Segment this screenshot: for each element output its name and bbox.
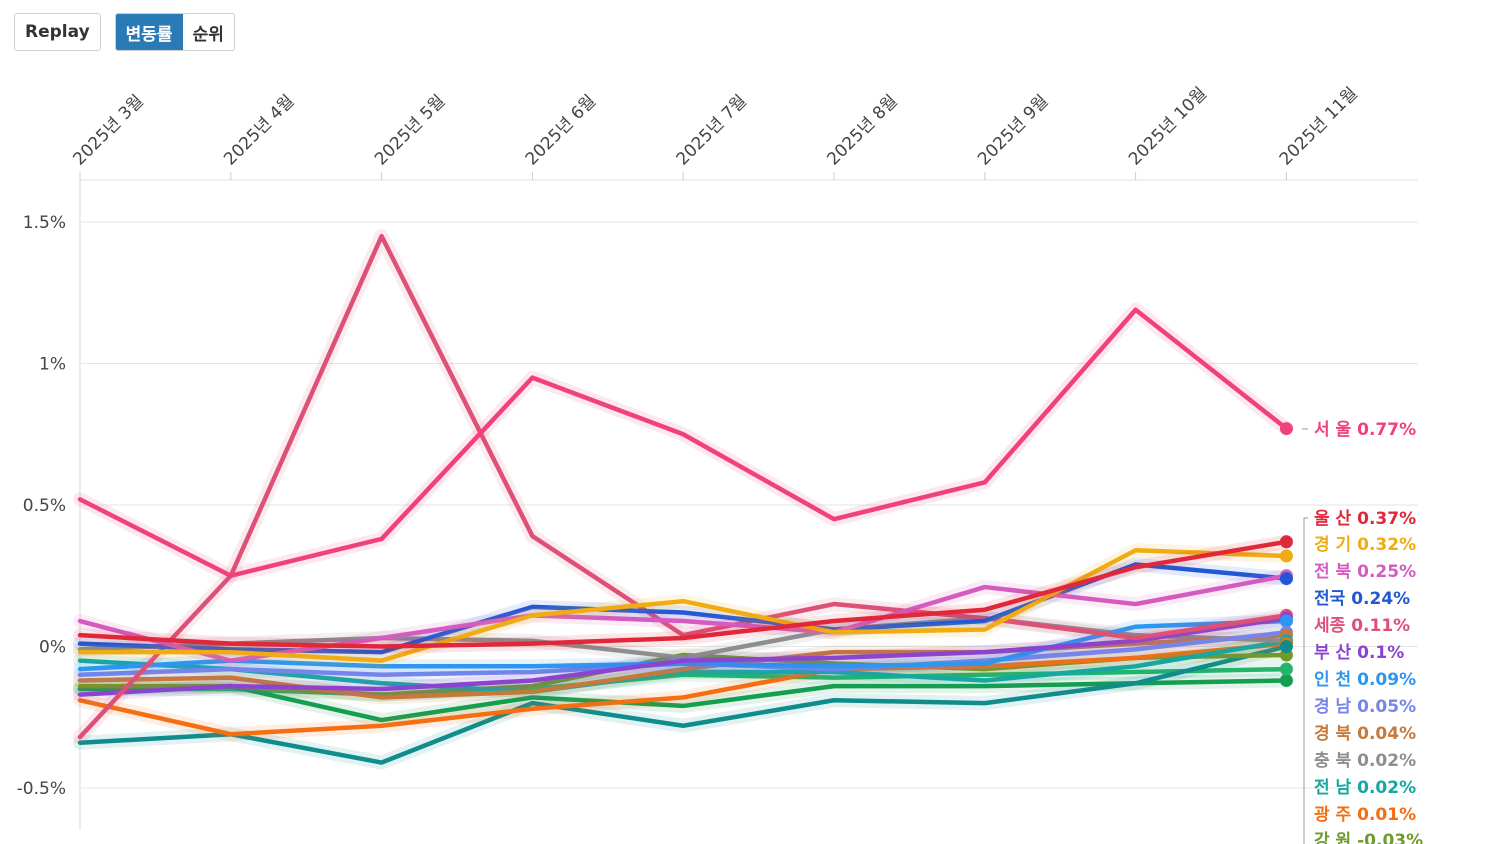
x-tick-label: 2025년 11월	[1276, 84, 1362, 170]
mode-rank-tab[interactable]: 순위	[182, 14, 234, 50]
series-line[interactable]	[77, 539, 1289, 649]
x-tick-label: 2025년 7월	[673, 91, 751, 169]
end-label: 서 울 0.77%	[1314, 420, 1416, 440]
series-endpoint[interactable]	[1279, 572, 1293, 586]
end-label: 경 남 0.05%	[1314, 697, 1416, 717]
series-endpoint[interactable]	[1279, 614, 1293, 628]
y-tick-label: 0.5%	[23, 496, 66, 516]
series-endpoint[interactable]	[1279, 673, 1293, 687]
end-label: 경 기 0.32%	[1314, 535, 1416, 555]
series-line[interactable]	[77, 233, 1289, 740]
series-endpoint[interactable]	[1279, 662, 1293, 676]
series-line[interactable]	[77, 307, 1289, 578]
end-label: 강 원 -0.03%	[1314, 831, 1423, 844]
end-label: 부 산 0.1%	[1314, 643, 1404, 663]
series-glow	[73, 302, 1294, 583]
series-endpoint[interactable]	[1279, 422, 1293, 436]
series-line[interactable]	[77, 638, 1289, 695]
x-tick-label: 2025년 8월	[823, 91, 901, 169]
series-line[interactable]	[77, 618, 1289, 672]
replay-button[interactable]: Replay	[14, 13, 101, 51]
end-label: 전국 0.24%	[1314, 589, 1410, 609]
label-bracket	[1303, 517, 1308, 844]
series-line[interactable]	[77, 678, 1289, 723]
y-tick-label: 0%	[39, 638, 66, 658]
mode-toggle: 변동률 순위	[114, 13, 235, 51]
end-label: 충 북 0.02%	[1314, 751, 1416, 771]
toolbar: Replay 변동률 순위	[14, 13, 235, 51]
mode-change-rate-tab[interactable]: 변동률	[115, 14, 183, 50]
series-endpoints	[1279, 422, 1293, 687]
x-tick-label: 2025년 9월	[974, 91, 1052, 169]
x-axis: 2025년 3월 2025년 4월 2025년 5월 2025년 6월 2025년 7월…	[69, 84, 1362, 180]
end-label: 광 주 0.01%	[1314, 805, 1416, 825]
series-line[interactable]	[77, 641, 1289, 737]
x-tick-label: 2025년 4월	[220, 91, 298, 169]
y-tick-label: 1%	[39, 355, 66, 375]
series-line[interactable]	[77, 548, 1289, 663]
series-lines	[73, 229, 1294, 770]
end-labels: 서 울 0.77% 울 산 0.37% 경 기 0.32% 전 북 0.25% 전국 0…	[1302, 420, 1423, 844]
series-line[interactable]	[77, 644, 1289, 765]
series-endpoint[interactable]	[1279, 640, 1293, 653]
y-tick-label: -0.5%	[17, 779, 66, 799]
end-label: 세종 0.11%	[1314, 616, 1410, 636]
end-label: 전 북 0.25%	[1314, 562, 1416, 582]
end-label: 경 북 0.04%	[1314, 724, 1416, 744]
end-label: 인 천 0.09%	[1314, 670, 1416, 690]
end-label: 전 남 0.02%	[1314, 778, 1416, 798]
series-line[interactable]	[77, 615, 1289, 697]
series-endpoint[interactable]	[1279, 549, 1293, 563]
end-label: 울 산 0.37%	[1314, 509, 1416, 529]
x-tick-label: 2025년 5월	[371, 91, 449, 169]
x-tick-label: 2025년 3월	[69, 91, 147, 169]
series-endpoint[interactable]	[1279, 535, 1293, 549]
x-tick-label: 2025년 10월	[1125, 84, 1211, 170]
y-axis: 1.5% 1% 0.5% 0% -0.5%	[17, 213, 66, 799]
y-tick-label: 1.5%	[23, 213, 66, 233]
x-tick-label: 2025년 6월	[522, 91, 600, 169]
